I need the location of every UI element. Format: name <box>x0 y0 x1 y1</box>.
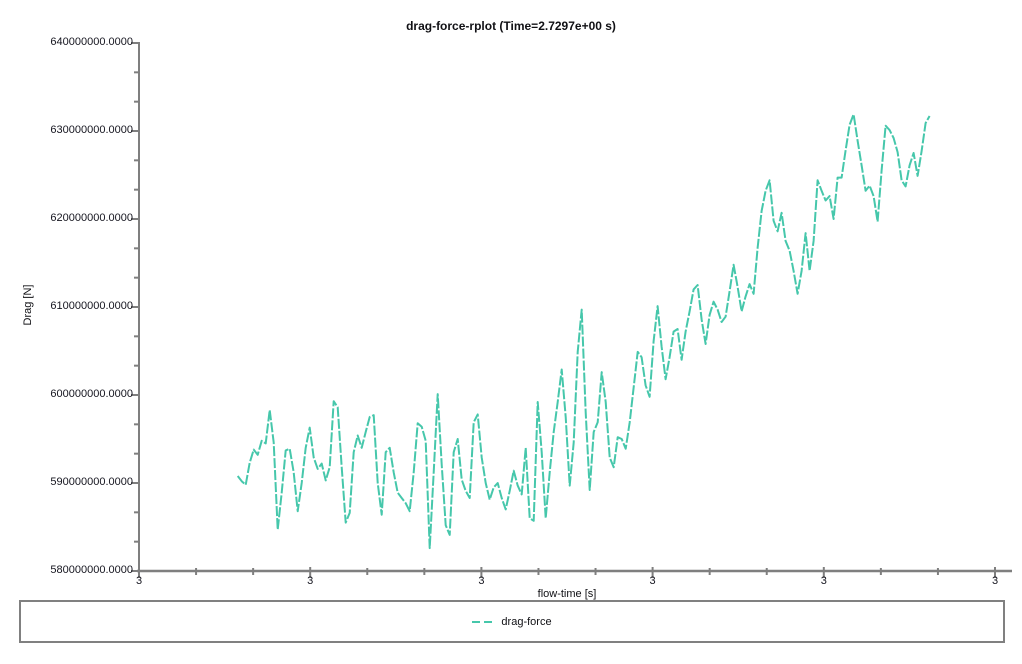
x-tick-label: 3 <box>649 575 656 587</box>
y-tick-label: 630000000.0000 <box>50 124 133 136</box>
y-tick-label: 640000000.0000 <box>50 36 133 48</box>
x-tick-label: 3 <box>991 575 999 587</box>
legend-item-label: drag-force <box>501 615 552 628</box>
y-tick-label: 610000000.0000 <box>50 300 133 312</box>
legend: drag-force <box>19 600 1005 643</box>
drag-force-curve <box>236 113 931 550</box>
chart-title: drag-force-rplot (Time=2.7297e+00 s) <box>406 19 616 33</box>
y-tick-label: 590000000.0000 <box>50 476 133 488</box>
y-tick-label: 600000000.0000 <box>50 388 133 400</box>
x-tick-label: 3 <box>820 575 827 587</box>
y-tick-label: 620000000.0000 <box>50 212 133 224</box>
y-axis-title: Drag [N] <box>22 284 34 326</box>
legend-line-sample <box>472 620 493 623</box>
x-tick-label: 3 <box>135 575 143 587</box>
y-tick-label: 580000000.0000 <box>50 564 133 576</box>
x-axis-title: flow-time [s] <box>537 588 597 600</box>
x-tick-label: 3 <box>307 575 314 587</box>
x-tick-label: 3 <box>478 575 485 587</box>
